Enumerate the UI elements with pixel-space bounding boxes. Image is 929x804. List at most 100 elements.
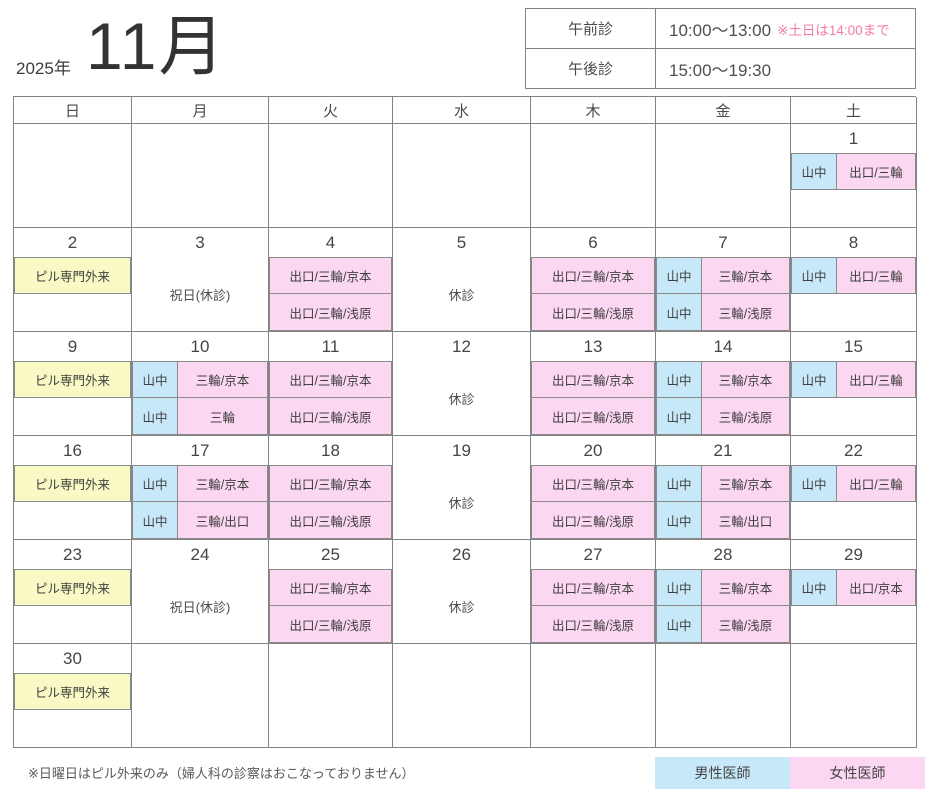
calendar-year: 2025年 bbox=[16, 59, 71, 78]
morning-slot: 山中 三輪/京本 bbox=[656, 361, 790, 398]
date-number: 11 bbox=[321, 336, 340, 356]
afternoon-slot bbox=[14, 294, 131, 331]
day-cell-23: 23 ピル専門外来 bbox=[14, 540, 132, 644]
date-number: 30 bbox=[63, 648, 82, 668]
date-number: 10 bbox=[190, 336, 210, 356]
female-doctor-box: 出口/三輪/浅原 bbox=[531, 293, 655, 331]
afternoon-slot bbox=[791, 606, 916, 643]
female-doctor-box: 出口/三輪 bbox=[836, 361, 916, 398]
morning-slot: 山中 三輪/京本 bbox=[132, 361, 268, 398]
morning-slot: 山中 出口/京本 bbox=[791, 569, 916, 606]
date-number: 16 bbox=[63, 440, 82, 460]
holiday-label: 祝日(休診) bbox=[169, 599, 231, 615]
female-doctor-box: 出口/三輪/京本 bbox=[531, 361, 655, 398]
day-cell-3: 3 祝日(休診) bbox=[132, 228, 269, 332]
day-cell-empty bbox=[656, 644, 791, 748]
female-doctor-box: 出口/三輪/浅原 bbox=[531, 501, 655, 539]
afternoon-slot: 山中 三輪/浅原 bbox=[656, 397, 790, 435]
female-doctor-box: 三輪/京本 bbox=[701, 465, 790, 502]
day-cell-25: 25 出口/三輪/京本 出口/三輪/浅原 bbox=[269, 540, 393, 644]
afternoon-slot bbox=[14, 606, 131, 643]
morning-slot: 出口/三輪/京本 bbox=[531, 569, 655, 606]
male-doctor-box: 山中 bbox=[791, 465, 837, 502]
morning-slot: ピル専門外来 bbox=[14, 569, 131, 606]
morning-slot: 山中 三輪/京本 bbox=[656, 465, 790, 502]
day-cell-10: 10 山中 三輪/京本 山中 三輪 bbox=[132, 332, 269, 436]
day-cell-empty bbox=[132, 124, 269, 228]
pill-clinic-box: ピル専門外来 bbox=[14, 465, 131, 502]
female-doctor-box: 出口/三輪/京本 bbox=[531, 257, 655, 294]
female-doctor-box: 三輪/浅原 bbox=[701, 605, 790, 643]
day-cell-empty bbox=[531, 644, 656, 748]
male-doctor-box: 山中 bbox=[656, 465, 702, 502]
female-doctor-legend: 女性医師 bbox=[790, 757, 925, 789]
day-cell-13: 13 出口/三輪/京本 出口/三輪/浅原 bbox=[531, 332, 656, 436]
afternoon-slot: 出口/三輪/浅原 bbox=[531, 293, 655, 331]
clinic-hours-table: 午前診 10:00～13:00 ※土日は14:00まで 午後診 15:00～19… bbox=[525, 8, 916, 89]
morning-slot: ピル専門外来 bbox=[14, 673, 131, 710]
weekday-header-sun: 日 bbox=[14, 97, 132, 124]
male-doctor-box: 山中 bbox=[656, 257, 702, 294]
female-doctor-box: 三輪/京本 bbox=[177, 361, 268, 398]
male-doctor-box: 山中 bbox=[791, 569, 837, 606]
afternoon-clinic-time: 15:00～19:30 bbox=[656, 49, 916, 89]
female-doctor-box: 三輪/京本 bbox=[177, 465, 268, 502]
day-cell-4: 4 出口/三輪/京本 出口/三輪/浅原 bbox=[269, 228, 393, 332]
afternoon-slot bbox=[14, 398, 131, 435]
pill-clinic-box: ピル専門外来 bbox=[14, 569, 131, 606]
female-doctor-box: 三輪 bbox=[177, 397, 268, 435]
date-number: 1 bbox=[848, 128, 859, 148]
day-cell-12: 12 休診 bbox=[393, 332, 531, 436]
date-number: 18 bbox=[321, 440, 340, 460]
date-number: 26 bbox=[452, 544, 471, 564]
male-doctor-box: 山中 bbox=[791, 361, 837, 398]
female-doctor-box: 三輪/浅原 bbox=[701, 293, 790, 331]
morning-slot: 山中 出口/三輪 bbox=[791, 465, 916, 502]
afternoon-slot: 山中 三輪 bbox=[132, 397, 268, 435]
male-doctor-box: 山中 bbox=[656, 397, 702, 435]
pill-clinic-box: ピル専門外来 bbox=[14, 361, 131, 398]
female-doctor-box: 出口/三輪/京本 bbox=[531, 465, 655, 502]
morning-clinic-label: 午前診 bbox=[526, 9, 656, 49]
day-cell-empty bbox=[269, 124, 393, 228]
day-cell-16: 16 ピル専門外来 bbox=[14, 436, 132, 540]
afternoon-slot: 出口/三輪/浅原 bbox=[531, 397, 655, 435]
male-doctor-box: 山中 bbox=[791, 257, 837, 294]
date-number: 28 bbox=[713, 544, 733, 564]
female-doctor-box: 出口/三輪 bbox=[836, 257, 916, 294]
afternoon-slot: 出口/三輪/浅原 bbox=[269, 397, 392, 435]
morning-slot: ピル専門外来 bbox=[14, 361, 131, 398]
afternoon-slot bbox=[14, 710, 131, 747]
female-doctor-box: 出口/三輪/京本 bbox=[531, 569, 655, 606]
day-cell-empty bbox=[531, 124, 656, 228]
afternoon-clinic-label: 午後診 bbox=[526, 49, 656, 89]
afternoon-slot bbox=[791, 502, 916, 539]
date-number: 8 bbox=[848, 232, 859, 252]
female-doctor-box: 出口/三輪/京本 bbox=[269, 361, 392, 398]
weekday-header-fri: 金 bbox=[656, 97, 791, 124]
afternoon-slot bbox=[14, 502, 131, 539]
calendar-month: 11月 bbox=[86, 9, 227, 83]
date-number: 7 bbox=[718, 232, 728, 252]
day-cell-empty bbox=[791, 644, 917, 748]
female-doctor-box: 三輪/京本 bbox=[701, 361, 790, 398]
date-number: 29 bbox=[844, 544, 863, 564]
day-cell-2: 2 ピル専門外来 bbox=[14, 228, 132, 332]
day-cell-17: 17 山中 三輪/京本 山中 三輪/出口 bbox=[132, 436, 269, 540]
morning-slot: ピル専門外来 bbox=[14, 465, 131, 502]
male-doctor-box: 山中 bbox=[132, 397, 178, 435]
weekday-header-wed: 水 bbox=[393, 97, 531, 124]
female-doctor-box: 出口/三輪/浅原 bbox=[269, 501, 392, 539]
female-doctor-box: 三輪/浅原 bbox=[701, 397, 790, 435]
day-cell-9: 9 ピル専門外来 bbox=[14, 332, 132, 436]
afternoon-slot bbox=[791, 398, 916, 435]
male-doctor-box: 山中 bbox=[656, 605, 702, 643]
afternoon-slot bbox=[791, 294, 916, 331]
day-cell-27: 27 出口/三輪/京本 出口/三輪/浅原 bbox=[531, 540, 656, 644]
day-cell-21: 21 山中 三輪/京本 山中 三輪/出口 bbox=[656, 436, 791, 540]
closed-label: 休診 bbox=[448, 391, 475, 407]
day-cell-empty bbox=[14, 124, 132, 228]
morning-slot: 出口/三輪/京本 bbox=[269, 361, 392, 398]
day-cell-15: 15 山中 出口/三輪 bbox=[791, 332, 917, 436]
day-cell-26: 26 休診 bbox=[393, 540, 531, 644]
